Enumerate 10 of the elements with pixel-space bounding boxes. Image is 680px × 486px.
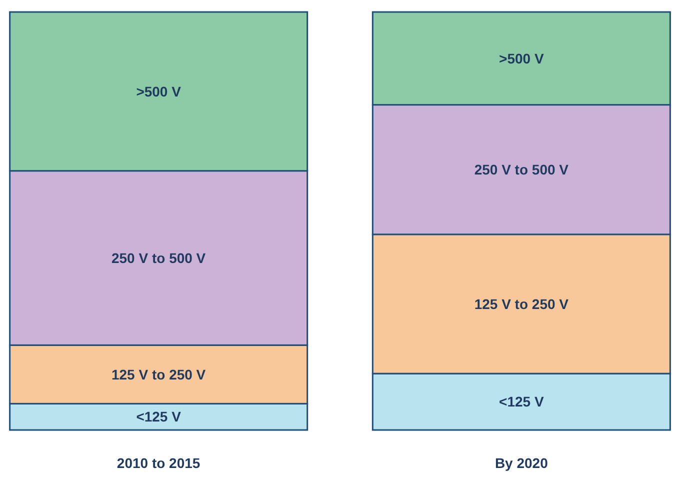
x-tick-label: By 2020 <box>494 455 548 471</box>
text: 250 V to 500 V <box>111 250 206 266</box>
series-label: <125 V <box>136 408 182 425</box>
text: >500 V <box>136 83 181 100</box>
x-tick-label: 2010 to 2015 <box>116 455 200 471</box>
text: <125 V <box>499 394 544 410</box>
series-label: >500 V <box>499 50 544 66</box>
series-label: 125 V to 250 V <box>111 366 206 382</box>
series-label: 250 V to 500 V <box>474 161 570 178</box>
text: 125 V to 250 V <box>474 296 569 312</box>
